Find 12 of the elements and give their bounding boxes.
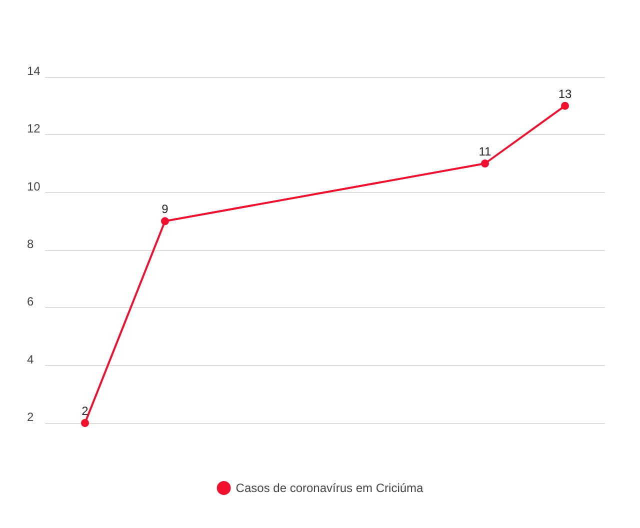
data-label: 13 bbox=[558, 86, 572, 101]
data-label: 9 bbox=[162, 202, 169, 216]
y-tick-label: 2 bbox=[27, 410, 34, 424]
y-tick-label: 8 bbox=[27, 237, 34, 251]
y-tick-label: 10 bbox=[27, 179, 41, 194]
y-tick-label: 6 bbox=[27, 294, 34, 309]
y-tick-label: 4 bbox=[27, 352, 34, 366]
data-label: 11 bbox=[478, 144, 492, 158]
data-label: 2 bbox=[82, 404, 89, 418]
y-tick-label: 14 bbox=[27, 64, 41, 78]
y-tick-label: 12 bbox=[27, 122, 41, 136]
legend-label: Casos de coronavírus em Criciúma bbox=[236, 481, 424, 495]
